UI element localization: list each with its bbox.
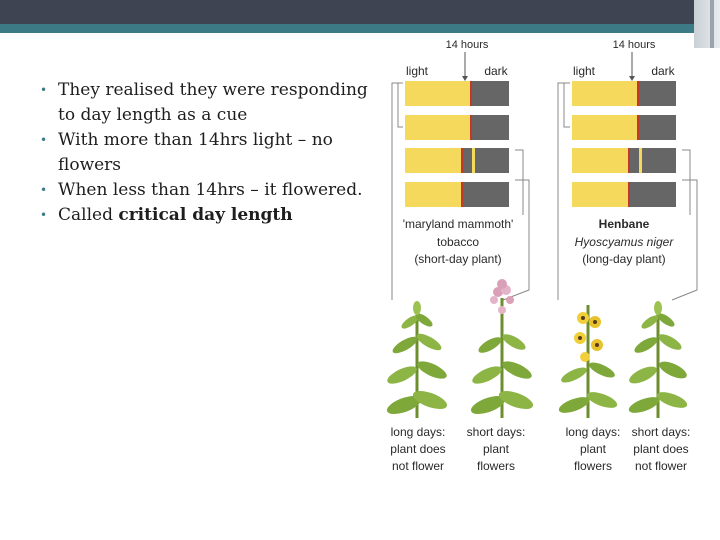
henbane-panel: 14 hours light dark Henbane Hyoscyamus n… <box>557 39 698 301</box>
dark-period-bar <box>638 115 676 140</box>
critical-day-length-term: critical day length <box>118 205 293 225</box>
bullet-item: • Called critical day length <box>40 203 380 228</box>
dark-period-bar <box>638 81 676 106</box>
caption-line: short days: <box>632 425 691 439</box>
dark-period-bar <box>629 182 676 207</box>
henbane-sub: Hyoscyamus niger <box>575 235 675 249</box>
tobacco-plant-long-days <box>386 301 448 418</box>
bracket-line <box>515 149 524 215</box>
bracket-line <box>682 149 691 215</box>
henbane-plant-long-days <box>558 305 618 418</box>
bracket-line <box>391 82 403 300</box>
henbane-bars <box>572 81 676 207</box>
bracket-line <box>557 82 570 300</box>
dark-label: dark <box>484 64 508 78</box>
dark-period-bar <box>471 115 509 140</box>
bullet-dot-icon: • <box>40 83 48 97</box>
henbane-plant-short-days <box>628 301 688 418</box>
bracket-line <box>502 179 530 301</box>
caption-line: long days: <box>566 425 621 439</box>
hours-label: 14 hours <box>613 39 656 51</box>
light-period-bar <box>405 115 471 140</box>
dark-period-bar <box>462 182 509 207</box>
light-period-bar <box>572 115 638 140</box>
corner-decoration-line <box>710 0 714 48</box>
caption-line: short days: <box>467 425 526 439</box>
accent-stripe <box>0 24 720 33</box>
hours-label: 14 hours <box>446 39 489 51</box>
bracket-line <box>397 83 403 128</box>
dark-period-bar <box>471 81 509 106</box>
caption-line: plant does <box>633 442 688 456</box>
light-label: light <box>406 64 429 78</box>
henbane-name: Henbane <box>599 217 650 231</box>
caption-line: long days: <box>391 425 446 439</box>
caption-line: plant <box>483 442 510 456</box>
light-interruption-bar <box>639 148 642 173</box>
tobacco-panel: 14 hours light dark 'maryland mammoth' t… <box>391 39 530 301</box>
hours-arrowhead <box>462 76 468 81</box>
tobacco-name: 'maryland mammoth' <box>403 217 514 231</box>
light-period-bar <box>572 148 629 173</box>
light-label: light <box>573 64 596 78</box>
caption-line: plant <box>580 442 607 456</box>
caption-line: flowers <box>477 459 515 473</box>
hours-arrowhead <box>629 76 635 81</box>
bracket-line <box>671 179 698 301</box>
light-interruption-bar <box>472 148 475 173</box>
bullet-item: • They realised they were responding to d… <box>40 80 368 125</box>
bracket-line <box>563 83 570 128</box>
light-period-bar <box>405 148 462 173</box>
bullet-item: • With more than 14hrs light – no flowers <box>40 130 333 175</box>
caption-line: flowers <box>574 459 612 473</box>
dark-period-bar <box>462 148 509 173</box>
light-period-bar <box>405 81 471 106</box>
bullet-item: • When less than 14hrs – it flowered. <box>40 178 380 203</box>
bullet-dot-icon: • <box>40 133 48 147</box>
light-period-bar <box>572 81 638 106</box>
corner-decoration <box>694 0 720 48</box>
henbane-type: (long-day plant) <box>582 252 665 266</box>
caption-line: not flower <box>635 459 687 473</box>
light-period-bar <box>572 182 629 207</box>
bullet-dot-icon: • <box>40 208 48 222</box>
caption-line: not flower <box>392 459 444 473</box>
dark-label: dark <box>651 64 675 78</box>
caption-line: plant does <box>390 442 445 456</box>
tobacco-sub: tobacco <box>437 235 479 249</box>
tobacco-type: (short-day plant) <box>414 252 501 266</box>
bullet-dot-icon: • <box>40 183 48 197</box>
tobacco-plant-short-days <box>470 279 534 418</box>
title-bar <box>0 0 720 24</box>
light-period-bar <box>405 182 462 207</box>
bullet-list: • They realised they were responding to d… <box>40 78 380 228</box>
tobacco-bars <box>405 81 509 207</box>
dark-period-bar <box>629 148 676 173</box>
